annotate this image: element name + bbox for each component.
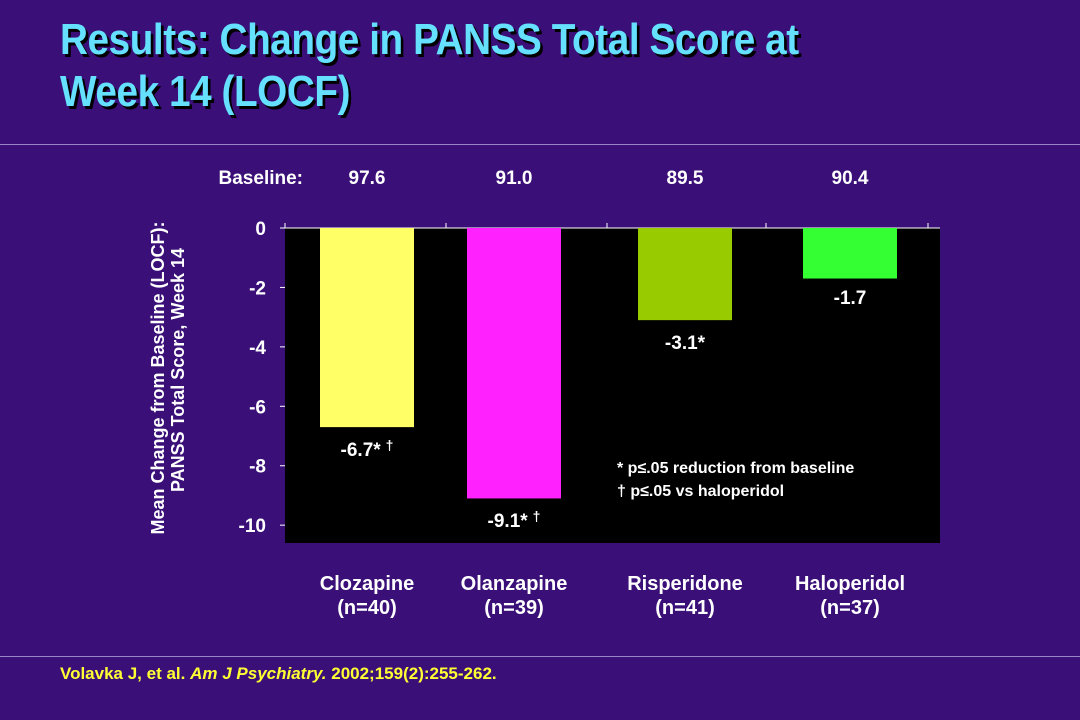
y-tick-label: 0: [255, 219, 266, 240]
category-sublabel: (n=37): [820, 597, 879, 619]
y-tick-label: -10: [239, 516, 266, 537]
value-label-dagger: †: [386, 437, 394, 453]
category-sublabel: (n=39): [484, 597, 543, 619]
baseline-value: 97.6: [349, 168, 386, 189]
category-label: Olanzapine: [461, 573, 568, 595]
category-sublabel: (n=41): [655, 597, 714, 619]
slide-title: Results: Change in PANSS Total Score at …: [60, 14, 905, 118]
bottom-divider: [0, 656, 1080, 657]
baseline-value: 90.4: [832, 168, 869, 189]
y-tick-label: -6: [249, 397, 266, 418]
value-label-dagger: †: [533, 508, 541, 524]
category-label: Haloperidol: [795, 573, 905, 595]
y-tick-label: -8: [249, 457, 266, 478]
citation-journal: Am J Psychiatry.: [190, 664, 327, 683]
title-line-1: Results: Change in PANSS Total Score at: [60, 15, 799, 64]
bar-shade: [803, 228, 897, 279]
category-label: Risperidone: [627, 573, 743, 595]
baseline-value: 91.0: [496, 168, 533, 189]
y-axis-title-line-1: Mean Change from Baseline (LOCF):: [148, 221, 168, 534]
value-label: -3.1*: [665, 333, 706, 354]
baseline-value: 89.5: [667, 168, 704, 189]
category-label: Clozapine: [320, 573, 414, 595]
y-tick-label: -2: [249, 278, 266, 299]
y-axis-title-line-2: PANSS Total Score, Week 14: [168, 248, 188, 492]
bar-shade: [638, 228, 732, 321]
y-tick-label: -4: [249, 338, 266, 359]
bar-shade: [320, 228, 414, 428]
citation: Volavka J, et al. Am J Psychiatry. 2002;…: [60, 664, 497, 684]
title-line-2: Week 14 (LOCF): [60, 67, 351, 116]
bar-shade: [467, 228, 561, 499]
bar-chart: 0-2-4-6-8-10-6.7* †-9.1* †-3.1*-1.7Baselin…: [148, 168, 940, 619]
legend-line-2: † p≤.05 vs haloperidol: [617, 483, 784, 500]
value-label: -1.7: [834, 288, 867, 309]
category-sublabel: (n=40): [337, 597, 396, 619]
citation-authors: Volavka J, et al.: [60, 664, 186, 683]
baseline-label: Baseline:: [219, 168, 303, 189]
top-divider: [0, 144, 1080, 145]
citation-details: 2002;159(2):255-262.: [331, 664, 497, 683]
legend-line-1: * p≤.05 reduction from baseline: [617, 460, 854, 477]
